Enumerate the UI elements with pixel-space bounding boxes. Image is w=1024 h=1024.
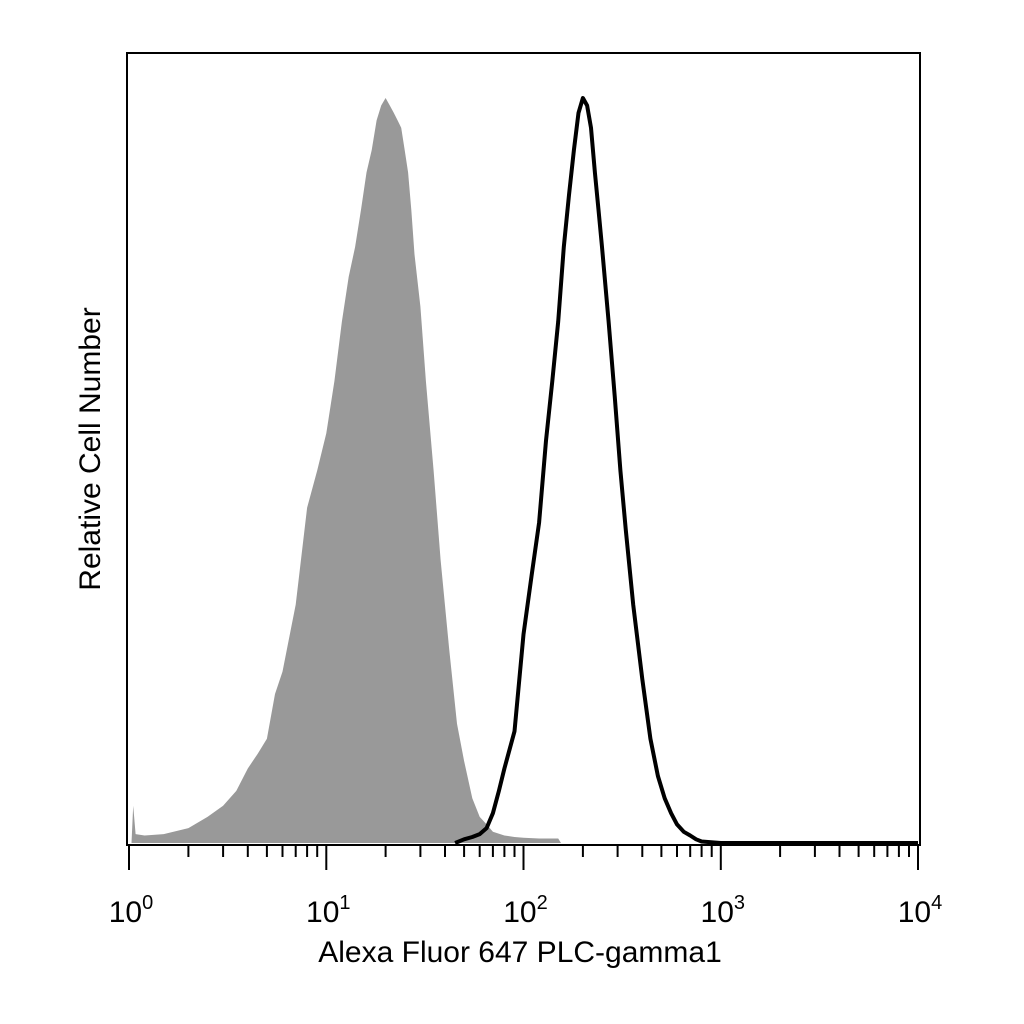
x-tick-label: 101 — [306, 892, 351, 929]
x-axis-ticks — [128, 845, 919, 870]
series-2-outline — [454, 96, 918, 845]
x-tick-label: 102 — [503, 892, 548, 929]
x-axis-title: Alexa Fluor 647 PLC-gamma1 — [318, 936, 722, 969]
x-tick-label-exponent: 4 — [931, 892, 942, 914]
x-tick-label-exponent: 3 — [734, 892, 745, 914]
x-tick-label: 104 — [898, 892, 943, 929]
x-tick-label-exponent: 2 — [537, 892, 548, 914]
x-axis-tick-labels: 100 101 102 103 104 — [109, 892, 943, 929]
x-tick-label-exponent: 0 — [142, 892, 153, 914]
series-layer — [131, 96, 918, 845]
x-tick-label-base: 10 — [306, 896, 339, 929]
x-tick-label-base: 10 — [701, 896, 734, 929]
x-tick-label: 100 — [109, 892, 154, 929]
series-1-filled — [131, 98, 561, 843]
x-tick-label: 103 — [701, 892, 746, 929]
y-axis-title: Relative Cell Number — [74, 307, 107, 590]
x-tick-label-exponent: 1 — [339, 892, 350, 914]
x-tick-label-base: 10 — [898, 896, 931, 929]
x-tick-label-base: 10 — [109, 896, 142, 929]
x-tick-label-base: 10 — [503, 896, 536, 929]
